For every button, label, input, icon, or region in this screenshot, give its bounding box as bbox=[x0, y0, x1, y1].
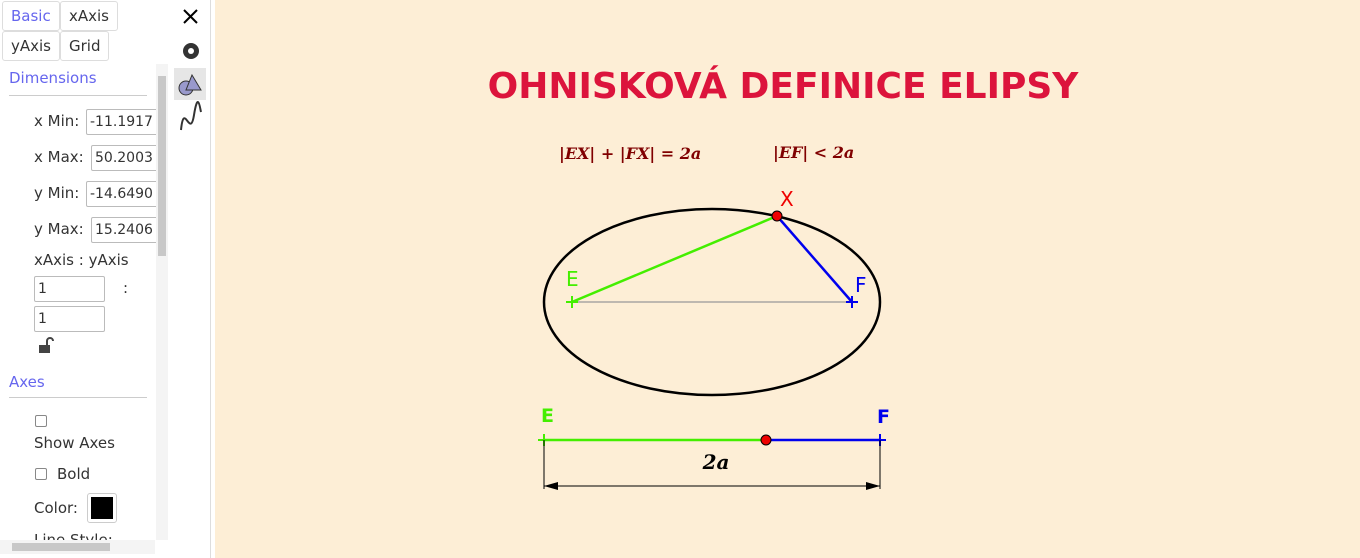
tab[interactable]: Basic bbox=[2, 1, 60, 31]
graph-icon[interactable] bbox=[180, 101, 202, 131]
color-label: Color: bbox=[34, 499, 78, 517]
length-label: 2a bbox=[702, 450, 730, 474]
segment-ex bbox=[571, 214, 778, 304]
point-label: F bbox=[877, 406, 890, 428]
input[interactable]: 50.2003 bbox=[91, 145, 159, 171]
settings-hole bbox=[188, 48, 194, 54]
point-label: E bbox=[541, 405, 554, 427]
point-x[interactable] bbox=[771, 210, 783, 222]
tab[interactable]: yAxis bbox=[2, 31, 60, 61]
field-label: x Max: bbox=[34, 148, 84, 166]
divider bbox=[9, 397, 147, 398]
toolbar-icons bbox=[174, 9, 206, 131]
input[interactable]: 15.2406 bbox=[91, 217, 159, 243]
v-scrollbar[interactable] bbox=[156, 64, 168, 540]
field-label: y Min: bbox=[34, 184, 80, 202]
segment-fx bbox=[776, 215, 853, 303]
section-heading: Dimensions bbox=[9, 69, 97, 87]
point-label: F bbox=[855, 273, 867, 297]
focus-e bbox=[566, 296, 578, 308]
graphics-view: OHNISKOVÁ DEFINICE ELIPSY |EX| + |FX| = … bbox=[215, 0, 1360, 558]
input[interactable]: -14.6490 bbox=[86, 181, 159, 207]
tab[interactable]: xAxis bbox=[60, 1, 118, 31]
section-heading: Axes bbox=[9, 373, 45, 391]
formula: |EX| + |FX| = 2a bbox=[559, 144, 701, 163]
toolbar bbox=[170, 0, 211, 558]
formula: |EF| < 2a bbox=[773, 143, 854, 162]
color-swatch[interactable] bbox=[87, 493, 117, 523]
shape-icon bbox=[185, 73, 202, 91]
dimension-line bbox=[543, 440, 881, 489]
h-scrollbar[interactable] bbox=[0, 540, 155, 554]
ratio-label: xAxis : yAxis bbox=[34, 251, 129, 269]
focus-f bbox=[846, 296, 858, 308]
canvas-bg bbox=[215, 0, 1360, 558]
checkbox[interactable] bbox=[35, 468, 47, 480]
ellipse bbox=[542, 207, 882, 397]
tab[interactable]: Grid bbox=[60, 31, 110, 61]
checkbox-label: Show Axes bbox=[34, 434, 115, 452]
field-label: Line Style: bbox=[34, 531, 113, 541]
split-point[interactable] bbox=[760, 434, 772, 446]
sidebar: Basic xAxis yAxis Grid Dimensions x Min:… bbox=[0, 0, 170, 558]
field-label: y Max: bbox=[34, 220, 84, 238]
checkbox-label: Bold bbox=[57, 465, 91, 483]
checkbox[interactable] bbox=[35, 415, 47, 427]
title: OHNISKOVÁ DEFINICE ELIPSY bbox=[488, 65, 1080, 107]
input[interactable]: 1 bbox=[34, 276, 105, 302]
input[interactable]: 1 bbox=[34, 306, 105, 332]
ratio-sep: : bbox=[123, 279, 129, 297]
input[interactable]: -11.1917 bbox=[86, 109, 159, 135]
point-label: X bbox=[780, 187, 794, 211]
point-label: E bbox=[566, 267, 579, 291]
close-icon[interactable] bbox=[183, 9, 198, 24]
divider bbox=[9, 95, 147, 96]
field-label: x Min: bbox=[34, 112, 80, 130]
lock-icon[interactable] bbox=[37, 337, 55, 355]
